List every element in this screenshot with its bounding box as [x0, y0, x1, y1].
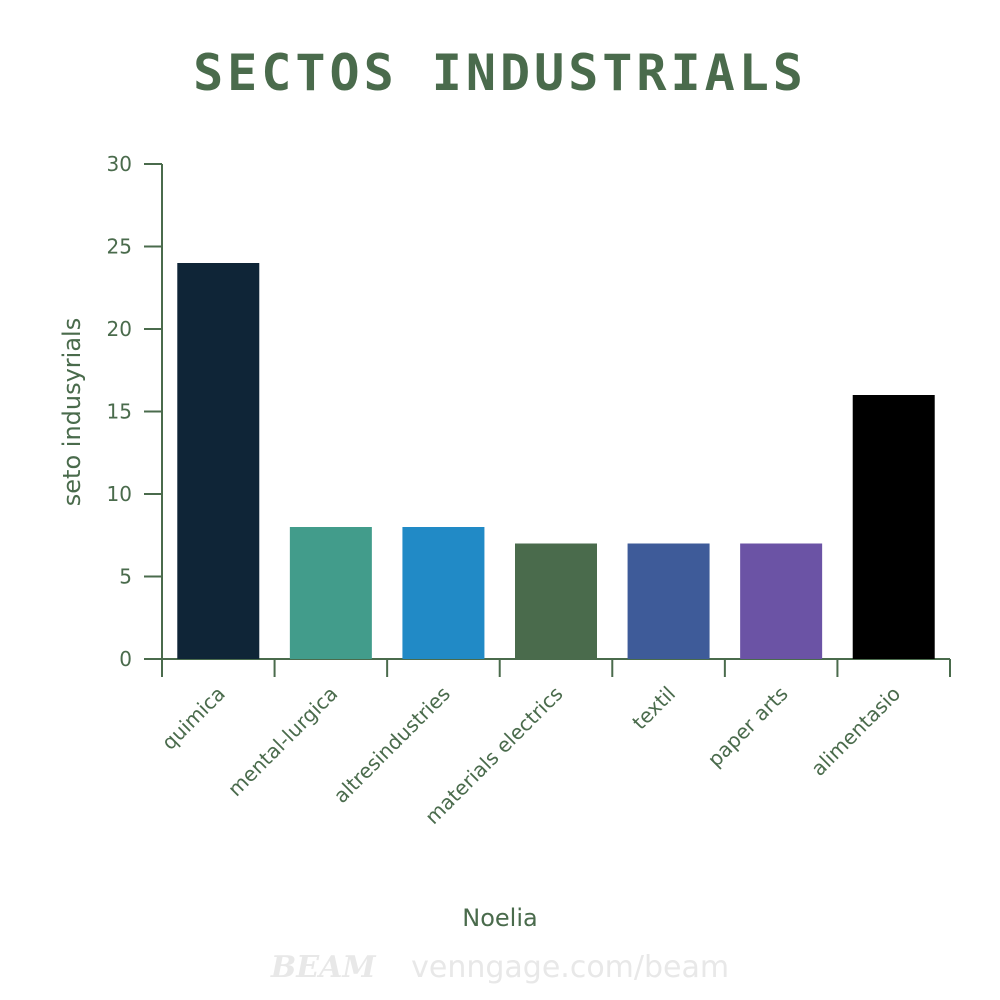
bar-quimica	[177, 263, 260, 659]
bar-altresindustries	[402, 527, 485, 659]
bar-mental-lurgica	[289, 527, 372, 659]
bar-alimentasio	[852, 395, 935, 659]
x-tick-label: paper arts	[703, 682, 793, 772]
x-tick-label: altresindustries	[329, 682, 455, 808]
y-tick-label: 15	[107, 400, 132, 424]
x-tick-label: textil	[627, 682, 680, 735]
watermark-logo: BEAM	[270, 950, 376, 985]
x-tick-label: mental-lurgica	[223, 682, 342, 801]
y-tick-label: 10	[107, 482, 132, 506]
y-tick-label: 30	[107, 152, 132, 176]
bar-materials-electrics	[515, 543, 597, 659]
y-tick-label: 5	[119, 565, 132, 589]
x-tick-label: alimentasio	[806, 682, 905, 781]
watermark: BEAM venngage.com/beam	[0, 950, 1000, 985]
y-tick-label: 20	[107, 317, 132, 341]
y-tick-label: 25	[107, 235, 132, 259]
y-axis-title: seto indusyrials	[58, 318, 86, 506]
bar-textil	[627, 543, 710, 659]
bar-paper-arts	[740, 543, 823, 659]
y-tick-label: 0	[119, 647, 132, 671]
chart-title: SECTOS INDUSTRIALS	[193, 44, 807, 102]
watermark-url: venngage.com/beam	[411, 950, 730, 985]
x-axis-title: Noelia	[462, 904, 537, 932]
x-tick-label: quimica	[157, 682, 230, 755]
